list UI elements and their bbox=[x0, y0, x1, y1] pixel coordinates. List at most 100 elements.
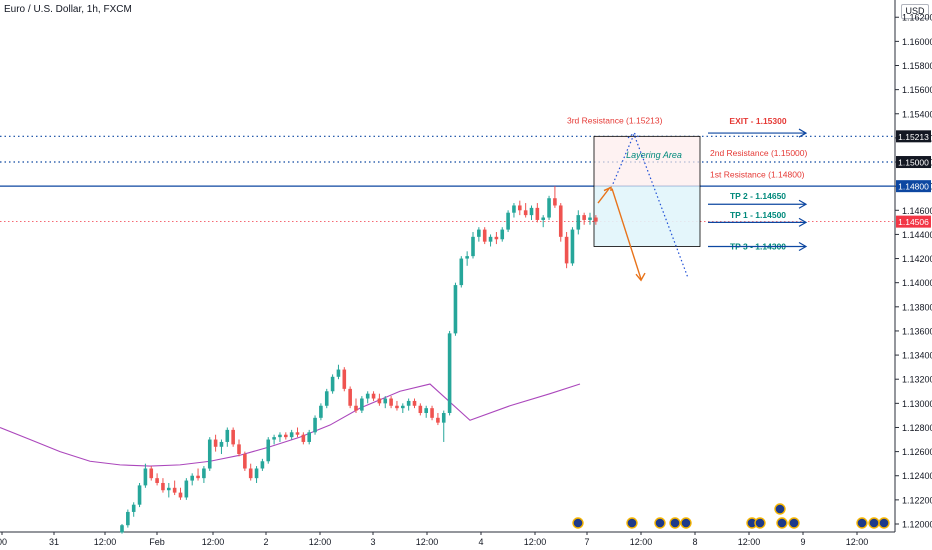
candle-body bbox=[266, 439, 271, 462]
candle-body bbox=[342, 369, 347, 389]
y-tick-label: 1.15600 bbox=[902, 85, 932, 95]
candle-body bbox=[412, 400, 417, 406]
x-tick-label: 12:00 bbox=[94, 537, 117, 547]
x-tick-label: 7 bbox=[584, 537, 589, 547]
price-label-text: 1.15213 bbox=[898, 132, 929, 142]
target-label: TP 1 - 1.14500 bbox=[730, 210, 786, 220]
candle-body bbox=[284, 434, 288, 438]
candle-body bbox=[167, 487, 171, 491]
resistance-1-label: 1st Resistance (1.14800) bbox=[710, 170, 805, 180]
price-label-box bbox=[896, 156, 931, 169]
y-tick-label: 1.14600 bbox=[902, 206, 932, 216]
x-tick-label: 9 bbox=[800, 537, 805, 547]
projection-arrow-up bbox=[597, 186, 611, 204]
x-tick-label: 00 bbox=[0, 537, 7, 547]
projection-arrow-down bbox=[611, 188, 642, 280]
target-arrow-head bbox=[798, 128, 808, 138]
candle-body bbox=[319, 405, 323, 418]
candle-body bbox=[231, 429, 235, 445]
event-marker-icon bbox=[868, 517, 880, 529]
candle-body bbox=[348, 388, 352, 406]
candle-body bbox=[535, 207, 540, 220]
price-label-text: 1.14800 bbox=[898, 182, 929, 192]
event-marker-icon bbox=[776, 517, 788, 529]
candle-body bbox=[576, 215, 581, 230]
candle-body bbox=[301, 434, 306, 442]
y-tick-label: 1.12800 bbox=[902, 423, 932, 433]
y-tick-label: 1.13600 bbox=[902, 326, 932, 336]
candle-body bbox=[570, 229, 575, 264]
target-arrow-head bbox=[798, 199, 808, 209]
candle-body bbox=[225, 429, 230, 442]
candle-body bbox=[360, 398, 364, 411]
y-tick-label: 1.12600 bbox=[902, 447, 932, 457]
candle-body bbox=[126, 511, 130, 526]
y-tick-label: 1.16000 bbox=[902, 37, 932, 47]
currency-selector[interactable]: USD bbox=[901, 4, 929, 19]
projection-dotted-head bbox=[627, 132, 641, 139]
candle-body bbox=[523, 210, 528, 216]
x-tick-label: 31 bbox=[49, 537, 59, 547]
projection-arrowhead-up bbox=[603, 186, 612, 192]
target-label: TP 2 - 1.14650 bbox=[730, 191, 786, 201]
resistance-2-label: 2nd Resistance (1.15000) bbox=[710, 148, 808, 158]
candle-body bbox=[190, 475, 194, 481]
candle-body bbox=[512, 205, 516, 213]
price-label-text: 1.15000 bbox=[898, 158, 929, 168]
candle-body bbox=[383, 398, 388, 404]
candle-body bbox=[401, 405, 405, 409]
candle-body bbox=[207, 439, 212, 469]
y-tick-label: 1.16200 bbox=[902, 13, 932, 23]
candle-body bbox=[529, 207, 534, 216]
candle-body bbox=[564, 236, 569, 264]
candle-body bbox=[447, 333, 452, 413]
candle-body bbox=[594, 217, 598, 222]
candle-body bbox=[155, 478, 159, 483]
y-tick-label: 1.15400 bbox=[902, 109, 932, 119]
x-tick-label: 8 bbox=[692, 537, 697, 547]
y-tick-label: 1.13000 bbox=[902, 399, 932, 409]
candle-body bbox=[213, 439, 218, 447]
candle-body bbox=[494, 236, 499, 240]
y-tick-label: 1.12200 bbox=[902, 495, 932, 505]
moving-average-line bbox=[0, 383, 581, 467]
candle-body bbox=[172, 487, 177, 493]
candle-body bbox=[137, 485, 142, 505]
x-tick-label: Feb bbox=[149, 537, 165, 547]
candle-body bbox=[459, 258, 464, 286]
candle-body bbox=[418, 405, 423, 413]
price-label-text: 1.14506 bbox=[898, 217, 929, 227]
candle-body bbox=[406, 400, 411, 406]
layering-zone-upper bbox=[594, 136, 700, 187]
candle-body bbox=[547, 198, 551, 218]
candle-body bbox=[477, 229, 481, 237]
candle-body bbox=[518, 205, 522, 211]
x-tick-label: 2 bbox=[263, 537, 268, 547]
candle-body bbox=[243, 454, 247, 469]
candle-body bbox=[254, 468, 259, 479]
candle-body bbox=[506, 212, 510, 230]
candle-body bbox=[441, 412, 446, 423]
x-tick-label: 12:00 bbox=[630, 537, 653, 547]
y-tick-label: 1.13800 bbox=[902, 302, 932, 312]
target-arrow-head bbox=[798, 241, 808, 252]
candle-body bbox=[178, 492, 183, 498]
candle-body bbox=[395, 405, 399, 409]
y-tick-label: 1.13400 bbox=[902, 351, 932, 361]
candle-body bbox=[149, 468, 154, 479]
candle-body bbox=[237, 444, 241, 455]
candle-body bbox=[260, 461, 265, 469]
x-tick-label: 12:00 bbox=[309, 537, 332, 547]
candle-body bbox=[324, 391, 329, 406]
price-label-box bbox=[896, 215, 931, 228]
candle-body bbox=[482, 229, 487, 242]
projection-arrowhead-down bbox=[635, 272, 646, 282]
event-marker-icon bbox=[626, 517, 638, 529]
y-tick-label: 1.13200 bbox=[902, 375, 932, 385]
candle-body bbox=[558, 205, 563, 237]
candle-body bbox=[289, 432, 294, 438]
x-tick-label: 4 bbox=[478, 537, 483, 547]
y-tick-label: 1.12400 bbox=[902, 471, 932, 481]
candle-body bbox=[336, 369, 341, 377]
